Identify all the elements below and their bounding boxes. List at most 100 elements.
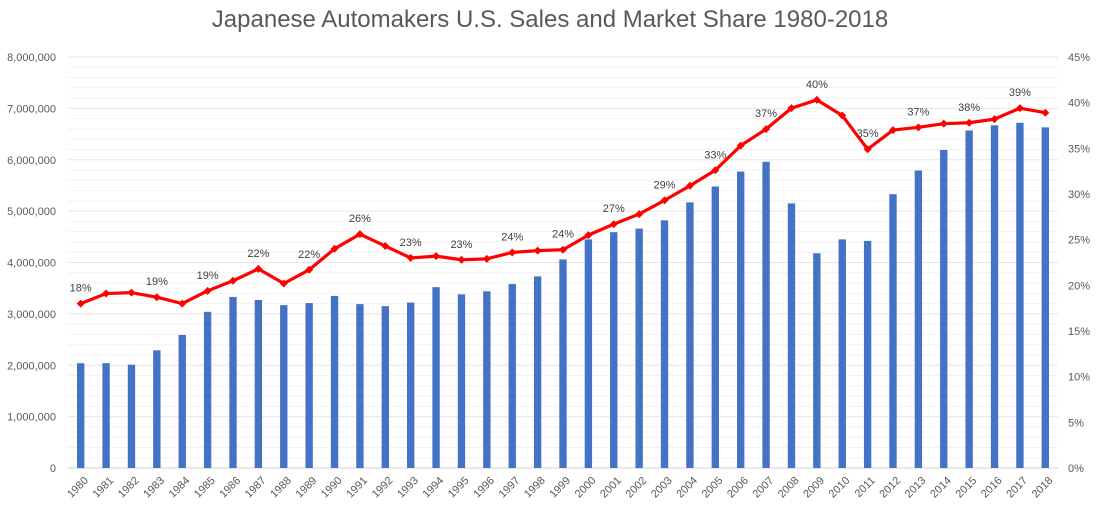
x-tick-label: 1995: [446, 475, 472, 501]
line-point: [965, 118, 974, 127]
bar: [914, 170, 923, 468]
line-point: [812, 95, 821, 104]
x-tick-label: 2010: [827, 475, 853, 501]
data-label: 22%: [298, 249, 320, 261]
line-point: [432, 252, 441, 261]
line-point: [254, 264, 263, 273]
line-point: [305, 265, 314, 274]
data-label: 35%: [857, 128, 879, 140]
data-label: 23%: [400, 237, 422, 249]
line-point: [178, 299, 187, 308]
right-tick-label: 20%: [1068, 280, 1090, 292]
x-tick-label: 2001: [598, 475, 624, 501]
line-point: [635, 210, 644, 219]
data-label: 27%: [603, 203, 625, 215]
bar: [787, 203, 796, 468]
line-point: [711, 166, 720, 175]
data-label: 37%: [755, 108, 777, 120]
x-tick-label: 2000: [573, 475, 599, 501]
line-point: [559, 245, 567, 254]
x-tick-label: 2017: [1004, 475, 1030, 501]
x-tick-label: 2009: [801, 475, 827, 501]
bar: [407, 302, 415, 468]
bar: [77, 363, 85, 468]
line-point: [914, 123, 923, 132]
right-tick-label: 30%: [1068, 189, 1090, 201]
x-tick-label: 1990: [319, 475, 345, 501]
bar: [102, 363, 110, 468]
x-tick-label: 2015: [954, 475, 980, 501]
x-tick-label: 1999: [547, 475, 573, 501]
x-tick-label: 1985: [192, 475, 218, 501]
line-point: [660, 196, 669, 205]
x-tick-label: 1986: [217, 475, 243, 501]
x-tick-label: 2016: [979, 475, 1005, 501]
line-point: [508, 248, 517, 257]
line-point: [330, 244, 339, 253]
x-tick-label: 1996: [471, 475, 497, 501]
x-tick-label: 1993: [395, 475, 421, 501]
x-tick-label: 2011: [853, 475, 878, 500]
bar: [990, 125, 999, 469]
bar: [254, 300, 263, 468]
x-tick-label: 1991: [344, 475, 370, 501]
line-point: [939, 119, 948, 128]
line-point: [203, 286, 212, 295]
data-label: 38%: [958, 102, 980, 114]
bar: [280, 305, 288, 468]
x-tick-label: 2006: [725, 475, 751, 501]
data-label: 26%: [349, 213, 371, 225]
x-tick-label: 2003: [649, 475, 675, 501]
line-point: [609, 220, 618, 229]
x-tick-label: 2008: [776, 475, 802, 501]
data-label: 24%: [552, 229, 574, 241]
bar: [686, 202, 694, 469]
bar: [559, 259, 567, 468]
right-tick-label: 40%: [1068, 98, 1090, 110]
bar: [1041, 127, 1049, 468]
x-tick-label: 1992: [370, 475, 396, 501]
x-tick-label: 1980: [65, 475, 91, 501]
left-axis: 0 1,000,000 2,000,000 3,000,000 4,000,000 5,0…: [7, 52, 56, 475]
bar: [533, 276, 542, 468]
line-series: [76, 95, 1050, 308]
x-tick-label: 2007: [750, 475, 776, 501]
bar: [483, 291, 491, 468]
data-label: 19%: [197, 270, 219, 282]
data-label: 33%: [704, 149, 726, 161]
bar: [762, 161, 770, 468]
x-tick-label: 1987: [243, 475, 269, 501]
bar: [432, 287, 440, 468]
line-point: [533, 246, 542, 255]
line-point: [381, 242, 390, 251]
line-point: [102, 289, 111, 298]
right-tick-label: 10%: [1068, 372, 1090, 384]
bar: [127, 364, 136, 468]
data-label: 24%: [501, 231, 523, 243]
bar: [381, 306, 389, 468]
x-tick-label: 1994: [420, 475, 446, 501]
bar: [1016, 122, 1024, 468]
line-point: [482, 254, 491, 263]
bar: [863, 240, 872, 468]
bar: [356, 304, 364, 468]
left-tick-label: 2,000,000: [7, 360, 56, 372]
line-point: [1041, 108, 1050, 117]
bar: [838, 239, 846, 468]
right-tick-label: 45%: [1068, 52, 1090, 64]
line-point: [787, 104, 796, 113]
data-labels: 18% 19% 19% 22% 22% 26% 23% 23% 24% 24% 27% 29% 33% 3…: [70, 79, 1031, 295]
bar: [813, 253, 821, 468]
bar: [940, 149, 948, 468]
bar: [635, 228, 643, 468]
x-tick-label: 2004: [674, 475, 700, 501]
x-tick-label: 1984: [167, 475, 193, 501]
line-point: [990, 115, 999, 124]
line-point: [685, 181, 694, 190]
line-point: [457, 255, 466, 264]
data-label: 39%: [1009, 87, 1031, 99]
bar: [508, 284, 516, 468]
bar: [584, 239, 593, 468]
line-point: [229, 276, 237, 285]
